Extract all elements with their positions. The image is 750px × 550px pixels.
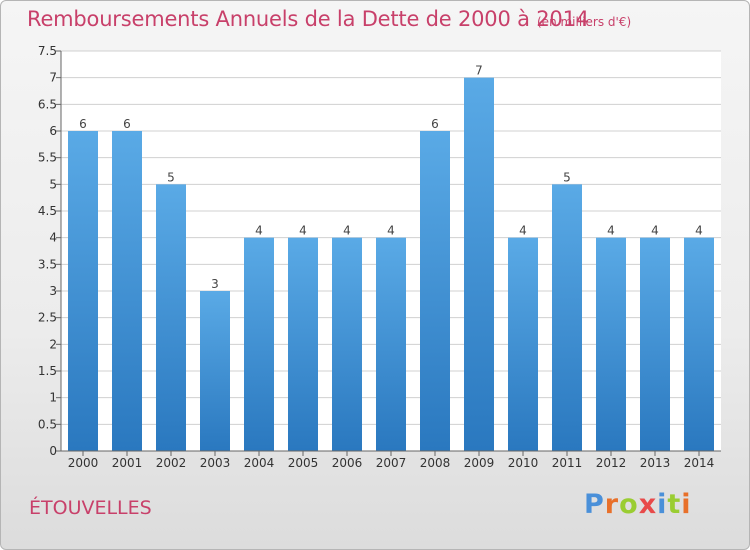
proxiti-logo[interactable]: Proxiti bbox=[584, 489, 692, 520]
y-tick-label: 3.5 bbox=[38, 257, 57, 271]
bar bbox=[508, 237, 538, 451]
bar-value-label: 4 bbox=[519, 224, 527, 238]
logo-letter: x bbox=[638, 489, 658, 520]
y-tick-label: 4 bbox=[49, 231, 57, 245]
x-tick-label: 2003 bbox=[200, 456, 231, 470]
bar-value-label: 4 bbox=[651, 224, 659, 238]
bar bbox=[420, 131, 450, 451]
x-tick-label: 2009 bbox=[464, 456, 495, 470]
logo-letter: o bbox=[619, 489, 639, 520]
y-tick-label: 5.5 bbox=[38, 151, 57, 165]
y-tick-label: 3 bbox=[49, 284, 57, 298]
bar-value-label: 4 bbox=[607, 224, 615, 238]
logo-letter: i bbox=[681, 489, 692, 520]
bar bbox=[200, 291, 230, 451]
bar bbox=[640, 237, 670, 451]
x-tick-label: 2000 bbox=[68, 456, 99, 470]
y-tick-label: 4.5 bbox=[38, 204, 57, 218]
y-tick-label: 2.5 bbox=[38, 311, 57, 325]
chart-subtitle: (en milliers d'€) bbox=[537, 15, 632, 29]
x-tick-label: 2006 bbox=[332, 456, 363, 470]
bar bbox=[244, 237, 274, 451]
bar bbox=[288, 237, 318, 451]
bar-value-label: 6 bbox=[123, 117, 131, 131]
x-tick-label: 2008 bbox=[420, 456, 451, 470]
bar-value-label: 4 bbox=[255, 224, 263, 238]
y-tick-label: 2 bbox=[49, 337, 57, 351]
bar bbox=[464, 77, 494, 452]
bar bbox=[552, 184, 582, 452]
bar bbox=[156, 184, 186, 452]
bar-value-label: 5 bbox=[563, 170, 571, 184]
y-tick-label: 1.5 bbox=[38, 364, 57, 378]
commune-name: ÉTOUVELLES bbox=[29, 497, 152, 519]
logo-letter: t bbox=[667, 489, 682, 520]
x-tick-label: 2002 bbox=[156, 456, 187, 470]
bar-value-label: 4 bbox=[299, 224, 307, 238]
x-tick-label: 2005 bbox=[288, 456, 319, 470]
x-tick-label: 2010 bbox=[508, 456, 539, 470]
y-tick-label: 7 bbox=[49, 71, 57, 85]
y-tick-label: 6 bbox=[49, 124, 57, 138]
bar-value-label: 4 bbox=[695, 224, 703, 238]
x-tick-label: 2004 bbox=[244, 456, 275, 470]
logo-letter: r bbox=[604, 489, 620, 520]
bar-value-label: 6 bbox=[79, 117, 87, 131]
y-tick-label: 0 bbox=[49, 444, 57, 458]
bar bbox=[112, 131, 142, 451]
x-tick-label: 2001 bbox=[112, 456, 143, 470]
y-tick-label: 1 bbox=[49, 391, 57, 405]
x-tick-label: 2012 bbox=[596, 456, 627, 470]
bar bbox=[684, 237, 714, 451]
bar-value-label: 4 bbox=[343, 224, 351, 238]
bar bbox=[376, 237, 406, 451]
bar bbox=[596, 237, 626, 451]
y-tick-label: 7.5 bbox=[38, 44, 57, 58]
bar bbox=[68, 131, 98, 451]
bar-value-label: 5 bbox=[167, 170, 175, 184]
bar-value-label: 3 bbox=[211, 277, 219, 291]
x-tick-label: 2007 bbox=[376, 456, 407, 470]
bar-value-label: 6 bbox=[431, 117, 439, 131]
bar-value-label: 7 bbox=[475, 64, 483, 78]
y-tick-label: 0.5 bbox=[38, 417, 57, 431]
logo-letter: i bbox=[657, 489, 668, 520]
bar-value-label: 4 bbox=[387, 224, 395, 238]
y-tick-label: 5 bbox=[49, 177, 57, 191]
x-tick-label: 2014 bbox=[684, 456, 715, 470]
y-tick-label: 6.5 bbox=[38, 97, 57, 111]
chart-title: Remboursements Annuels de la Dette de 20… bbox=[27, 7, 589, 31]
x-tick-label: 2011 bbox=[552, 456, 583, 470]
x-tick-label: 2013 bbox=[640, 456, 671, 470]
bar bbox=[332, 237, 362, 451]
logo-letter: P bbox=[584, 489, 605, 520]
